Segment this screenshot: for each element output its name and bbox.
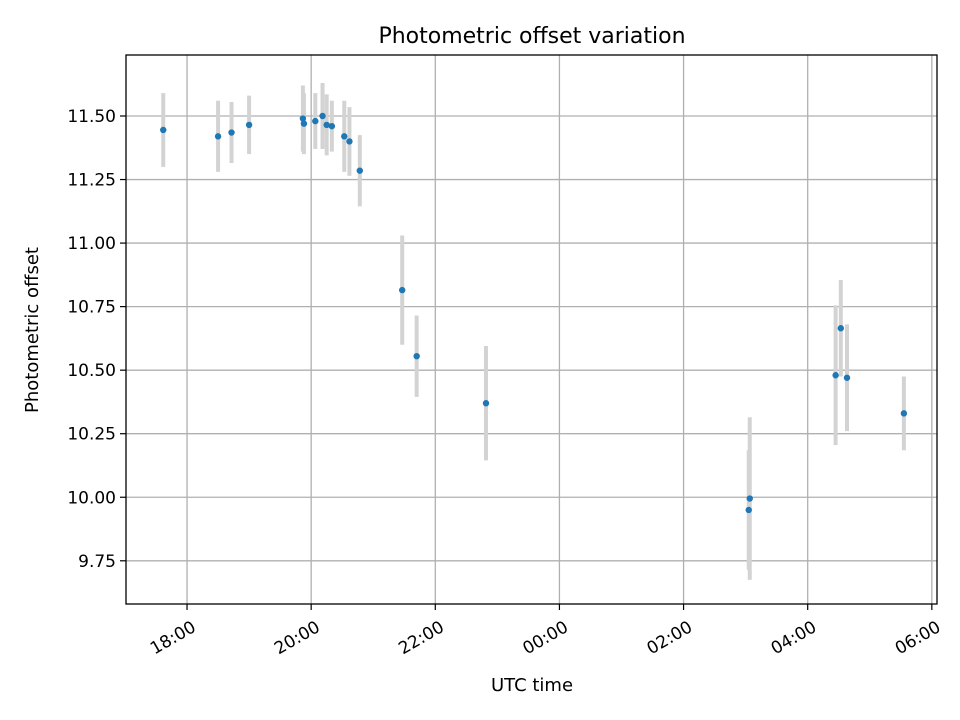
- chart-title: Photometric offset variation: [378, 24, 685, 49]
- data-point: [341, 133, 348, 140]
- x-tick-label: 04:00: [768, 617, 820, 659]
- data-point: [312, 117, 319, 125]
- data-point: [900, 410, 908, 417]
- x-tick-label: 06:00: [892, 617, 944, 659]
- data-point: [398, 286, 406, 294]
- y-tick-label: 11.50: [67, 107, 116, 127]
- data-point: [413, 352, 420, 360]
- axis-ticks: 18:00 20:00 22:00 00:00 02:00 04:00 06:00 9.75 1…: [67, 107, 944, 659]
- y-tick-label: 11.25: [67, 171, 116, 191]
- x-tick-label: 22:00: [395, 617, 447, 659]
- data-point: [323, 121, 330, 129]
- data-point: [228, 129, 235, 136]
- x-axis-label: UTC time: [491, 675, 573, 696]
- plot-frame: [125, 54, 938, 605]
- data-point: [319, 112, 326, 120]
- data-point: [346, 138, 353, 145]
- data-point: [214, 133, 222, 140]
- data-point: [160, 126, 167, 134]
- x-tick-label: 18:00: [147, 617, 199, 659]
- y-tick-label: 9.75: [78, 552, 116, 572]
- x-tick-label: 00:00: [519, 617, 571, 659]
- x-tick-label: 02:00: [644, 617, 696, 659]
- error-bars: [161, 82, 906, 580]
- y-tick-label: 10.75: [67, 298, 116, 318]
- data-point: [837, 325, 844, 332]
- data-point: [746, 495, 753, 502]
- data-point: [843, 374, 851, 381]
- gridlines: [126, 55, 937, 604]
- data-point: [245, 121, 253, 129]
- y-axis-label: Photometric offset: [22, 247, 43, 413]
- y-tick-label: 10.50: [67, 361, 116, 381]
- data-point: [832, 372, 839, 379]
- data-point: [328, 122, 336, 130]
- data-point: [482, 400, 490, 407]
- data-point: [356, 167, 363, 174]
- data-points: [160, 112, 908, 514]
- y-tick-label: 11.00: [67, 234, 116, 254]
- y-tick-label: 10.00: [67, 488, 116, 508]
- data-point: [299, 115, 307, 122]
- data-point: [300, 120, 308, 127]
- x-tick-label: 20:00: [271, 617, 323, 659]
- y-tick-label: 10.25: [67, 425, 116, 445]
- data-point: [745, 506, 752, 514]
